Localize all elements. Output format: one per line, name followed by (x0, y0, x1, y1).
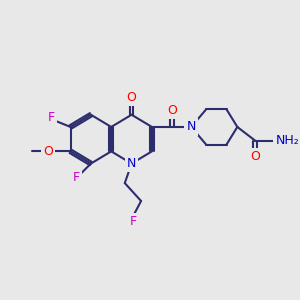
Text: O: O (44, 145, 53, 158)
Text: F: F (129, 215, 137, 228)
Text: NH₂: NH₂ (276, 134, 300, 147)
Text: O: O (127, 91, 136, 103)
Text: F: F (73, 171, 80, 184)
Text: O: O (250, 150, 260, 163)
Text: F: F (47, 112, 55, 124)
Text: N: N (127, 157, 136, 170)
Text: N: N (187, 120, 196, 134)
Text: O: O (167, 103, 177, 117)
